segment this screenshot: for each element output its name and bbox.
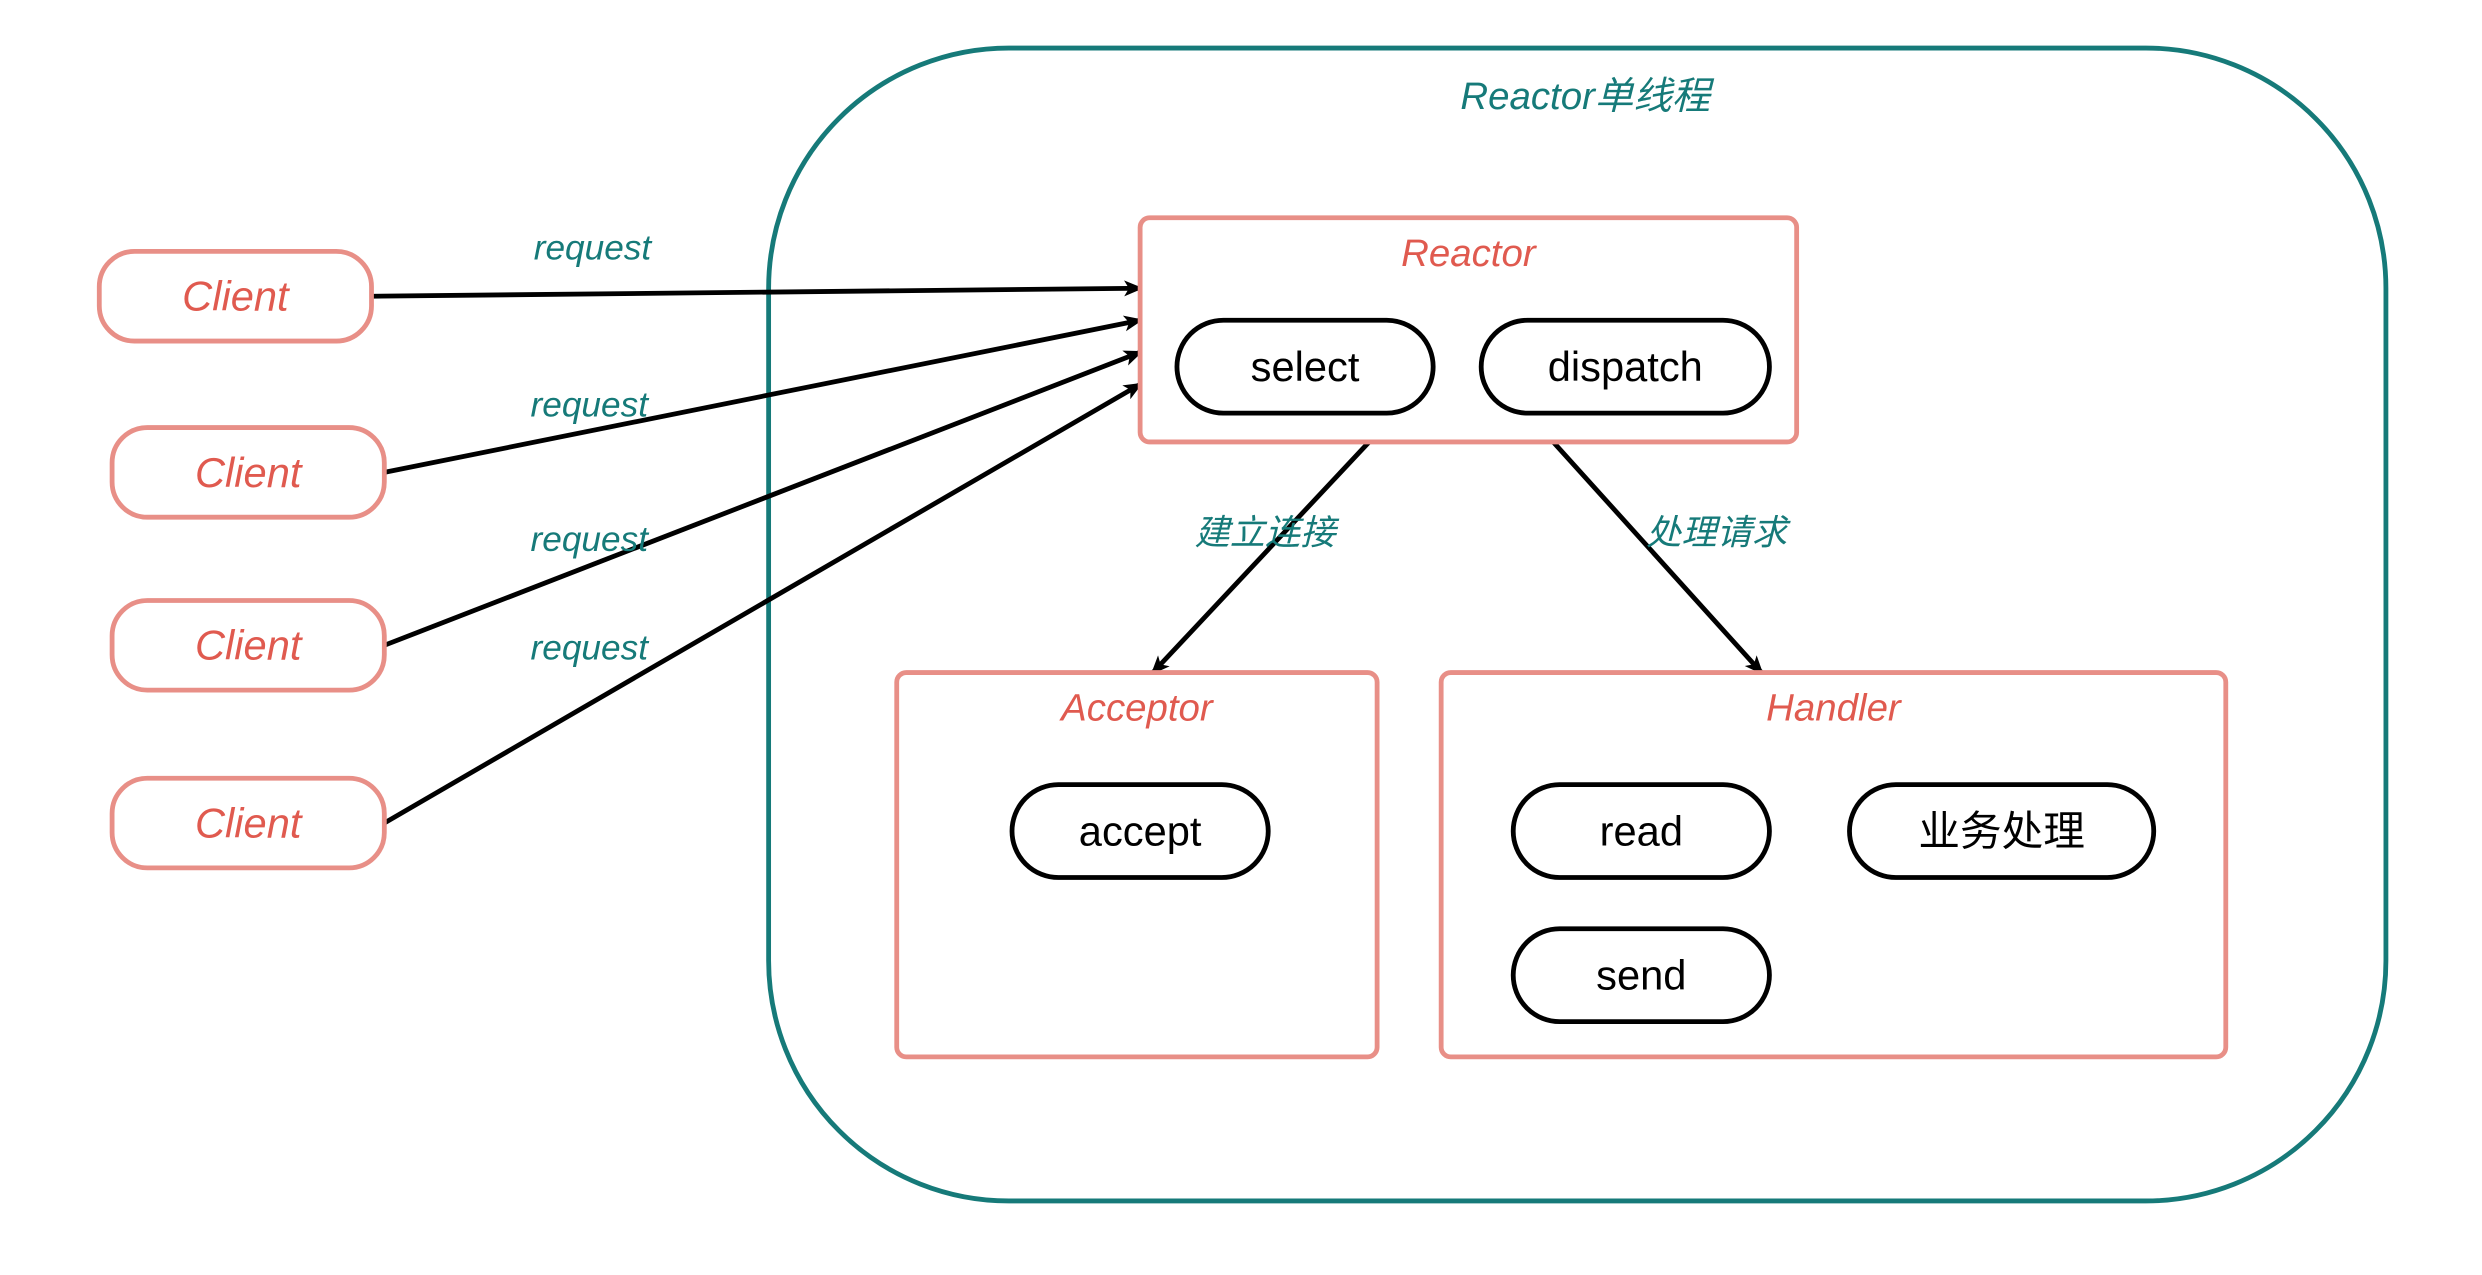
edge-label: 处理请求: [1646, 513, 1791, 552]
reactor-pill-label: select: [1251, 343, 1360, 390]
acceptor-title: Acceptor: [1059, 687, 1215, 730]
client-label: Client: [182, 273, 291, 320]
edge-arrow: [372, 288, 1141, 296]
reactor-diagram: Reactor单线程 request request request request 建立…: [0, 0, 2482, 1249]
edge-label: request: [531, 629, 650, 668]
edge-arrow: [1153, 442, 1369, 673]
edge-label: request: [531, 520, 650, 559]
handler-pill-label: send: [1596, 952, 1686, 999]
handler-pill-label: 业务处理: [1918, 807, 2085, 854]
handler-title: Handler: [1766, 687, 1903, 730]
reactor-pill-label: dispatch: [1548, 343, 1703, 390]
reactor-title: Reactor: [1401, 232, 1538, 275]
edge-label: request: [531, 385, 650, 424]
edge-label: 建立连接: [1195, 513, 1341, 552]
handler-pill-label: read: [1600, 807, 1683, 854]
edge-arrow: [1553, 442, 1761, 673]
acceptor-pill-label: accept: [1079, 807, 1202, 854]
client-label: Client: [195, 449, 304, 496]
edge-label: request: [534, 228, 653, 267]
client-label: Client: [195, 799, 304, 846]
client-label: Client: [195, 622, 304, 669]
reactor-thread-title: Reactor单线程: [1460, 75, 1714, 118]
